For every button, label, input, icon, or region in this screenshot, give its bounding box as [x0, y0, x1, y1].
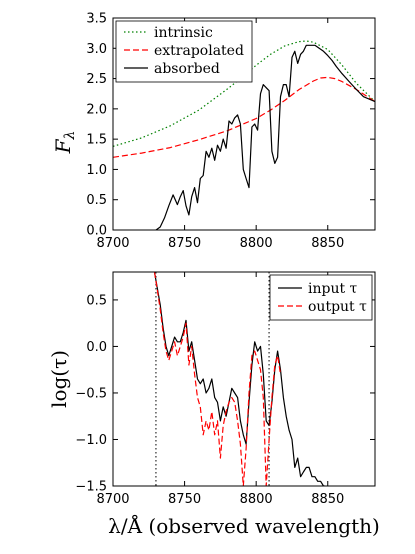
- flux-series-line-1: [113, 76, 375, 158]
- flux-series-group: [113, 40, 375, 230]
- flux-y-axis-label-main: F: [51, 138, 75, 154]
- flux-ytick-label-2: 1.0: [86, 163, 107, 178]
- flux-ytick-label-4: 2.0: [86, 102, 107, 117]
- flux-y-axis-label: Fλ: [51, 131, 78, 155]
- flux-ytick-label-6: 3.0: [86, 42, 107, 57]
- tau-ytick-label-0: 0.5: [86, 293, 107, 308]
- flux-ytick-label-0: 0.0: [86, 224, 107, 239]
- flux-ytick-label-5: 2.5: [86, 72, 107, 87]
- legend-label-output-tau: output τ: [308, 299, 367, 315]
- tau-ytick-label-3: −1.0: [75, 433, 107, 448]
- tau-vertical-lines: [155, 272, 270, 486]
- flux-ytick-label-1: 0.5: [86, 193, 107, 208]
- tau-x-axis-label: λ/Å (observed wavelength): [108, 513, 380, 538]
- tau-xtick-label-3: 8850: [311, 492, 344, 507]
- tau-panel: 8700 8750 8800 8850 0.5 0.0 −0.5 −1.0 −1.5 log(τ…: [47, 271, 380, 538]
- tau-legend: input τ output τ: [269, 274, 373, 321]
- tau-ytick-label-2: −0.5: [75, 386, 107, 401]
- tau-xtick-label-0: 8700: [96, 492, 129, 507]
- flux-axes-frame: [112, 17, 376, 231]
- legend-label-absorbed: absorbed: [154, 61, 220, 77]
- flux-y-axis-label-subscript: λ: [62, 131, 78, 141]
- tau-series-group: [153, 272, 325, 486]
- legend-label-input-tau: input τ: [308, 281, 358, 297]
- flux-xtick-label-2: 8800: [240, 236, 273, 251]
- flux-ytick-label-7: 3.5: [86, 12, 107, 27]
- flux-xtick-label-0: 8700: [96, 236, 129, 251]
- flux-series-line-0: [113, 40, 375, 147]
- flux-ticks: 8700 8750 8800 8850 0.0 0.5 1.0 1.5 2.0 2.5 3.0 3.5: [86, 12, 375, 251]
- tau-ytick-label-1: 0.0: [86, 340, 107, 355]
- tau-axes-frame: [112, 271, 376, 487]
- tau-xtick-label-1: 8750: [168, 492, 201, 507]
- tau-ytick-label-4: −1.5: [75, 480, 107, 495]
- flux-series-line-2: [155, 44, 375, 230]
- flux-panel: 8700 8750 8800 8850 0.0 0.5 1.0 1.5 2.0 2.5 3.0 3.5…: [51, 12, 376, 251]
- tau-series-line-1: [153, 272, 282, 486]
- flux-xtick-label-3: 8850: [311, 236, 344, 251]
- flux-legend: intrinsic extrapolated absorbed: [115, 20, 253, 83]
- tau-ticks: 8700 8750 8800 8850 0.5 0.0 −0.5 −1.0 −1.5: [75, 272, 375, 507]
- legend-label-extrapolated: extrapolated: [154, 43, 244, 59]
- tau-y-axis-label: log(τ): [47, 350, 71, 408]
- tau-series-line-0: [153, 272, 325, 486]
- tau-xtick-label-2: 8800: [240, 492, 273, 507]
- flux-xtick-label-1: 8750: [168, 236, 201, 251]
- legend-label-intrinsic: intrinsic: [154, 25, 213, 41]
- flux-ytick-label-3: 1.5: [86, 133, 107, 148]
